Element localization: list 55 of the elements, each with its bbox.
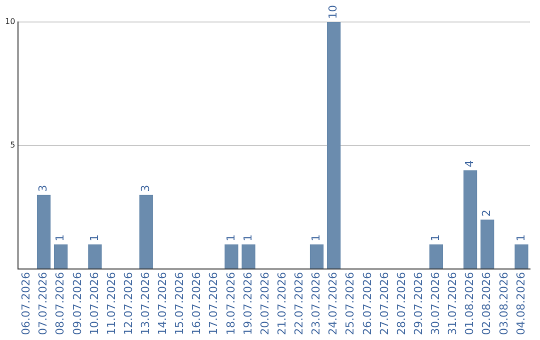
x-tick-label: 13.07.2026	[138, 272, 152, 336]
x-tick-label: 06.07.2026	[20, 272, 33, 336]
x-tick-label: 17.07.2026	[207, 272, 220, 336]
x-tick-label: 26.07.2026	[360, 272, 374, 336]
bar	[88, 244, 102, 269]
x-tick-label: 27.07.2026	[378, 272, 391, 336]
bar	[54, 244, 68, 269]
bar	[310, 244, 324, 269]
data-label: 3	[138, 184, 152, 192]
x-tick-label: 12.07.2026	[122, 272, 135, 336]
x-tick-label: 01.08.2026	[463, 272, 476, 336]
bar	[326, 22, 341, 269]
bar	[514, 244, 528, 269]
x-tick-label: 24.07.2026	[326, 272, 340, 336]
x-tick-label: 08.07.2026	[54, 272, 67, 336]
x-tick-label: 11.07.2026	[104, 272, 118, 336]
data-label: 1	[241, 234, 254, 242]
x-tick-label: 30.07.2026	[429, 272, 442, 336]
x-tick-label: 03.08.2026	[497, 272, 510, 336]
x-tick-label: 16.07.2026	[190, 272, 204, 336]
data-label: 1	[514, 234, 528, 242]
y-tick-label: 5	[10, 140, 16, 150]
x-tick-label: 18.07.2026	[224, 272, 238, 336]
data-label: 1	[88, 234, 101, 242]
bar	[480, 220, 494, 269]
x-tick-label: 29.07.2026	[412, 272, 425, 336]
x-tick-label: 02.08.2026	[480, 272, 494, 336]
x-tick-label: 15.07.2026	[173, 272, 186, 336]
x-tick-label: 21.07.2026	[275, 272, 288, 336]
data-label: 4	[463, 160, 476, 168]
data-label: 3	[36, 184, 50, 192]
data-label: 1	[54, 234, 67, 242]
x-tick-label: 22.07.2026	[292, 272, 306, 336]
x-tick-label: 31.07.2026	[446, 272, 460, 336]
x-tick-label: 25.07.2026	[344, 272, 357, 336]
data-label: 1	[310, 234, 323, 242]
x-tick-label: 23.07.2026	[310, 272, 323, 336]
data-label: 10	[326, 5, 340, 19]
x-tick-label: 09.07.2026	[70, 272, 84, 336]
data-label: 2	[480, 210, 494, 217]
x-tick-label: 14.07.2026	[156, 272, 170, 336]
x-tick-label: 04.08.2026	[514, 272, 528, 336]
bar	[463, 170, 478, 269]
bar	[429, 244, 443, 269]
x-tick-label: 10.07.2026	[88, 272, 101, 336]
x-tick-label: 07.07.2026	[36, 272, 50, 336]
bar	[139, 194, 153, 269]
x-tick-label: 28.07.2026	[394, 272, 408, 336]
x-tick-label: 20.07.2026	[258, 272, 272, 336]
bar	[242, 244, 256, 269]
x-tick-label: 19.07.2026	[241, 272, 254, 336]
bar	[224, 244, 238, 269]
data-label: 1	[224, 234, 238, 242]
bar	[36, 194, 51, 269]
data-label: 1	[429, 234, 442, 242]
